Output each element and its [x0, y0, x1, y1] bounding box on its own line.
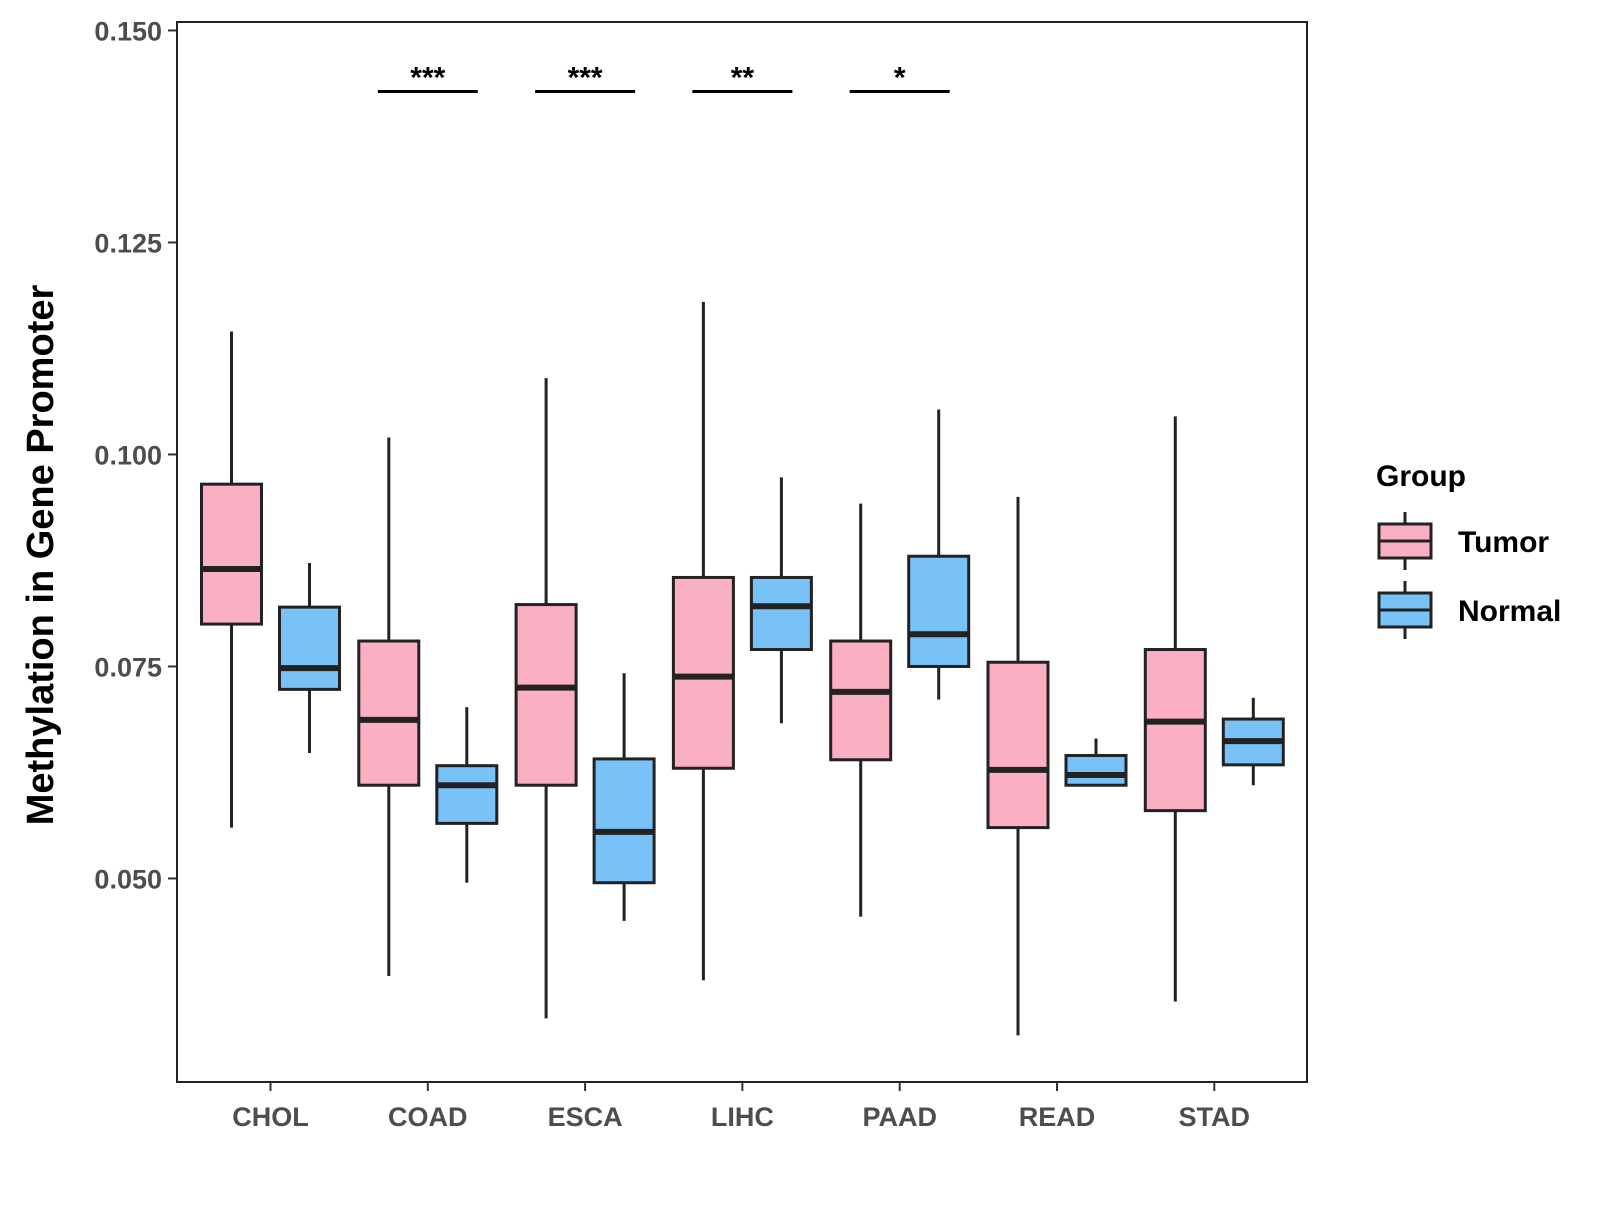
box-tumor-chol-iqr [200, 482, 263, 626]
box-normal-paad-iqr [907, 554, 971, 668]
y-axis: 0.050 0.075 0.100 0.125 0.150 [94, 16, 177, 894]
x-tick-label-paad: PAAD [862, 1102, 937, 1132]
y-tick-label-0.050: 0.050 [94, 864, 162, 894]
y-tick-label-0.125: 0.125 [94, 228, 162, 258]
significance-label-lihc: ** [731, 62, 755, 95]
legend-title: Group [1376, 460, 1466, 493]
box-tumor-stad-iqr [1143, 648, 1207, 813]
box-tumor-paad-iqr [829, 639, 893, 762]
significance-label-coad: *** [410, 62, 445, 95]
legend: Group Tumor Normal [1376, 460, 1561, 639]
box-normal-lihc-iqr [749, 575, 813, 652]
x-tick-label-stad: STAD [1179, 1102, 1251, 1132]
box-normal-coad-iqr [435, 764, 499, 825]
box-normal-chol-iqr [278, 605, 341, 691]
significance-label-paad: * [894, 62, 906, 95]
box-tumor-read-iqr [986, 660, 1050, 830]
legend-tumor-label: Tumor [1458, 526, 1549, 559]
x-axis: CHOL COAD ESCA LIHC PAAD READ STAD [232, 1082, 1250, 1132]
box-normal-esca-iqr [592, 757, 656, 885]
x-tick-label-lihc: LIHC [711, 1102, 774, 1132]
y-tick-label-0.100: 0.100 [94, 440, 162, 470]
x-tick-label-esca: ESCA [548, 1102, 623, 1132]
y-tick-label-0.075: 0.075 [94, 652, 162, 682]
significance-layer: *** *** ** * [377, 62, 950, 95]
x-tick-label-chol: CHOL [232, 1102, 309, 1132]
x-tick-label-read: READ [1019, 1102, 1096, 1132]
y-axis-title: Methylation in Gene Promoter [20, 285, 62, 826]
box-normal-read-iqr [1064, 754, 1128, 787]
significance-label-esca: *** [568, 62, 603, 95]
box-tumor-coad-iqr [357, 639, 421, 787]
boxes-layer [200, 301, 1285, 1036]
y-tick-label-0.150: 0.150 [94, 16, 162, 46]
legend-normal-label: Normal [1458, 595, 1561, 628]
x-tick-label-coad: COAD [388, 1102, 468, 1132]
box-tumor-lihc-iqr [671, 575, 735, 770]
box-tumor-esca-iqr [514, 603, 578, 787]
